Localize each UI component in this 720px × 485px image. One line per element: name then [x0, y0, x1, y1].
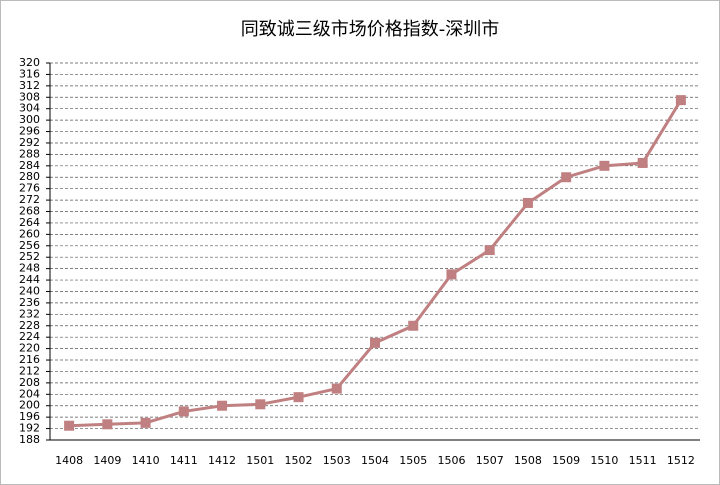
y-tick-label: 200: [19, 399, 40, 412]
x-tick-label: 1504: [361, 454, 389, 467]
data-marker: [102, 419, 113, 430]
data-marker: [637, 157, 648, 168]
data-marker: [255, 399, 266, 410]
y-tick-label: 224: [19, 330, 40, 343]
data-marker: [370, 337, 380, 348]
y-tick-label: 304: [19, 102, 40, 115]
x-tick-label: 1503: [323, 454, 351, 467]
data-marker: [217, 400, 228, 411]
data-marker: [64, 420, 75, 431]
y-tick-label: 192: [19, 422, 40, 435]
y-tick-label: 232: [19, 307, 40, 320]
y-tick-label: 228: [19, 319, 40, 332]
y-tick-label: 212: [19, 364, 40, 377]
data-marker: [599, 160, 610, 171]
x-tick-label: 1412: [208, 454, 236, 467]
y-tick-label: 240: [19, 284, 40, 297]
y-tick-label: 244: [19, 273, 40, 286]
y-tick-label: 264: [19, 216, 40, 229]
y-tick-label: 312: [19, 79, 40, 92]
y-tick-label: 320: [19, 56, 40, 69]
x-tick-label: 1507: [476, 454, 504, 467]
y-tick-label: 284: [19, 159, 40, 172]
y-tick-label: 208: [19, 376, 40, 389]
y-tick-label: 216: [19, 353, 40, 366]
y-tick-label: 196: [19, 410, 40, 423]
data-marker: [140, 417, 151, 428]
y-tick-label: 296: [19, 125, 40, 138]
x-tick-label: 1502: [285, 454, 313, 467]
x-tick-label: 1511: [629, 454, 657, 467]
x-tick-label: 1509: [552, 454, 580, 467]
y-tick-label: 292: [19, 136, 40, 149]
y-tick-label: 252: [19, 250, 40, 263]
data-marker: [408, 320, 419, 331]
y-tick-label: 256: [19, 239, 40, 252]
x-tick-label: 1411: [170, 454, 198, 467]
y-tick-label: 300: [19, 113, 40, 126]
y-tick-label: 316: [19, 67, 40, 80]
x-tick-label: 1410: [132, 454, 160, 467]
y-tick-label: 236: [19, 296, 40, 309]
y-tick-label: 288: [19, 147, 40, 160]
y-tick-label: 260: [19, 227, 40, 240]
data-marker: [675, 95, 686, 106]
y-tick-label: 272: [19, 193, 40, 206]
x-tick-label: 1508: [514, 454, 542, 467]
x-tick-label: 1408: [55, 454, 83, 467]
x-tick-label: 1510: [590, 454, 618, 467]
y-tick-label: 204: [19, 387, 40, 400]
data-marker: [331, 383, 342, 394]
x-tick-label: 1512: [667, 454, 695, 467]
y-tick-label: 268: [19, 205, 40, 218]
x-tick-label: 1501: [246, 454, 274, 467]
y-tick-label: 188: [19, 433, 40, 446]
x-tick-label: 1505: [399, 454, 427, 467]
x-tick-label: 1409: [93, 454, 121, 467]
data-marker: [561, 172, 572, 183]
data-marker: [484, 245, 495, 256]
data-marker: [178, 406, 189, 417]
y-tick-label: 308: [19, 90, 40, 103]
y-tick-label: 220: [19, 342, 40, 355]
y-tick-label: 280: [19, 170, 40, 183]
data-marker: [293, 392, 304, 403]
y-tick-label: 248: [19, 262, 40, 275]
y-tick-label: 276: [19, 182, 40, 195]
chart-title: 同致诚三级市场价格指数-深圳市: [241, 19, 500, 40]
x-tick-label: 1506: [437, 454, 465, 467]
data-marker: [446, 269, 457, 280]
data-marker: [522, 197, 533, 208]
